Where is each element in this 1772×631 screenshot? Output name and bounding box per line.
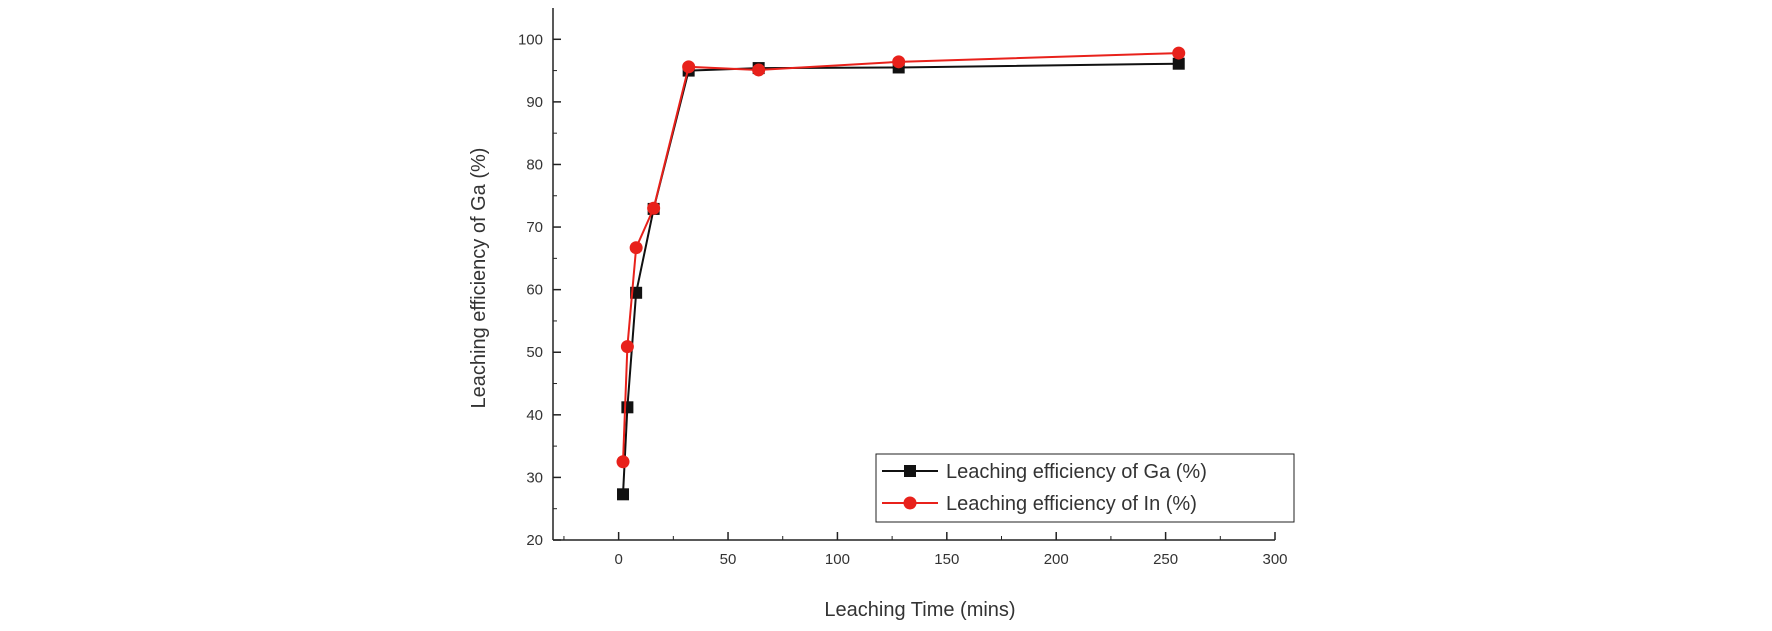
axes: 20 30 40 50 60 70 80 90 100 0 50 100 150 200 250 300: [518, 8, 1288, 568]
legend: Leaching efficiency of Ga (%) Leaching ef…: [875, 453, 1295, 523]
x-tick-label: 100: [825, 551, 850, 568]
data-point: [620, 340, 634, 354]
y-tick-label: 60: [526, 282, 543, 299]
data-point: [629, 241, 643, 255]
data-point: [647, 201, 661, 215]
data-point: [892, 55, 906, 69]
y-tick-label: 70: [526, 219, 543, 236]
y-tick-label: 30: [526, 469, 543, 486]
y-tick-label: 100: [518, 31, 543, 48]
series-layer: [616, 46, 1186, 501]
data-point: [616, 455, 630, 469]
data-point: [682, 60, 696, 74]
legend-marker: [904, 465, 916, 477]
y-tick-label: 40: [526, 407, 543, 424]
data-point: [1172, 57, 1185, 70]
legend-label: Leaching efficiency of In (%): [946, 493, 1197, 515]
legend-entry: Leaching efficiency of In (%): [882, 493, 1197, 515]
y-tick-label: 90: [526, 94, 543, 111]
x-tick-label: 200: [1044, 551, 1069, 568]
legend-entry: Leaching efficiency of Ga (%): [882, 461, 1207, 483]
y-axis-title: Leaching efficiency of Ga (%): [468, 148, 490, 409]
legend-marker: [903, 496, 917, 510]
x-axis-title: Leaching Time (mins): [824, 599, 1015, 621]
series-line: [622, 62, 1179, 495]
data-point: [752, 63, 766, 77]
x-tick-label: 50: [720, 551, 737, 568]
y-tick-label: 80: [526, 156, 543, 173]
data-point: [621, 401, 634, 414]
data-point: [1172, 46, 1186, 60]
legend-label: Leaching efficiency of Ga (%): [946, 461, 1207, 483]
series-ga: [617, 57, 1185, 501]
series-in: [616, 46, 1186, 469]
x-tick-label: 250: [1153, 551, 1178, 568]
x-tick-label: 300: [1262, 551, 1287, 568]
x-tick-label: 150: [934, 551, 959, 568]
series-line: [622, 52, 1179, 462]
data-point: [617, 488, 630, 501]
y-tick-label: 20: [526, 532, 543, 549]
x-tick-label: 0: [614, 551, 622, 568]
legend-box: [875, 453, 1295, 523]
y-tick-label: 50: [526, 344, 543, 361]
